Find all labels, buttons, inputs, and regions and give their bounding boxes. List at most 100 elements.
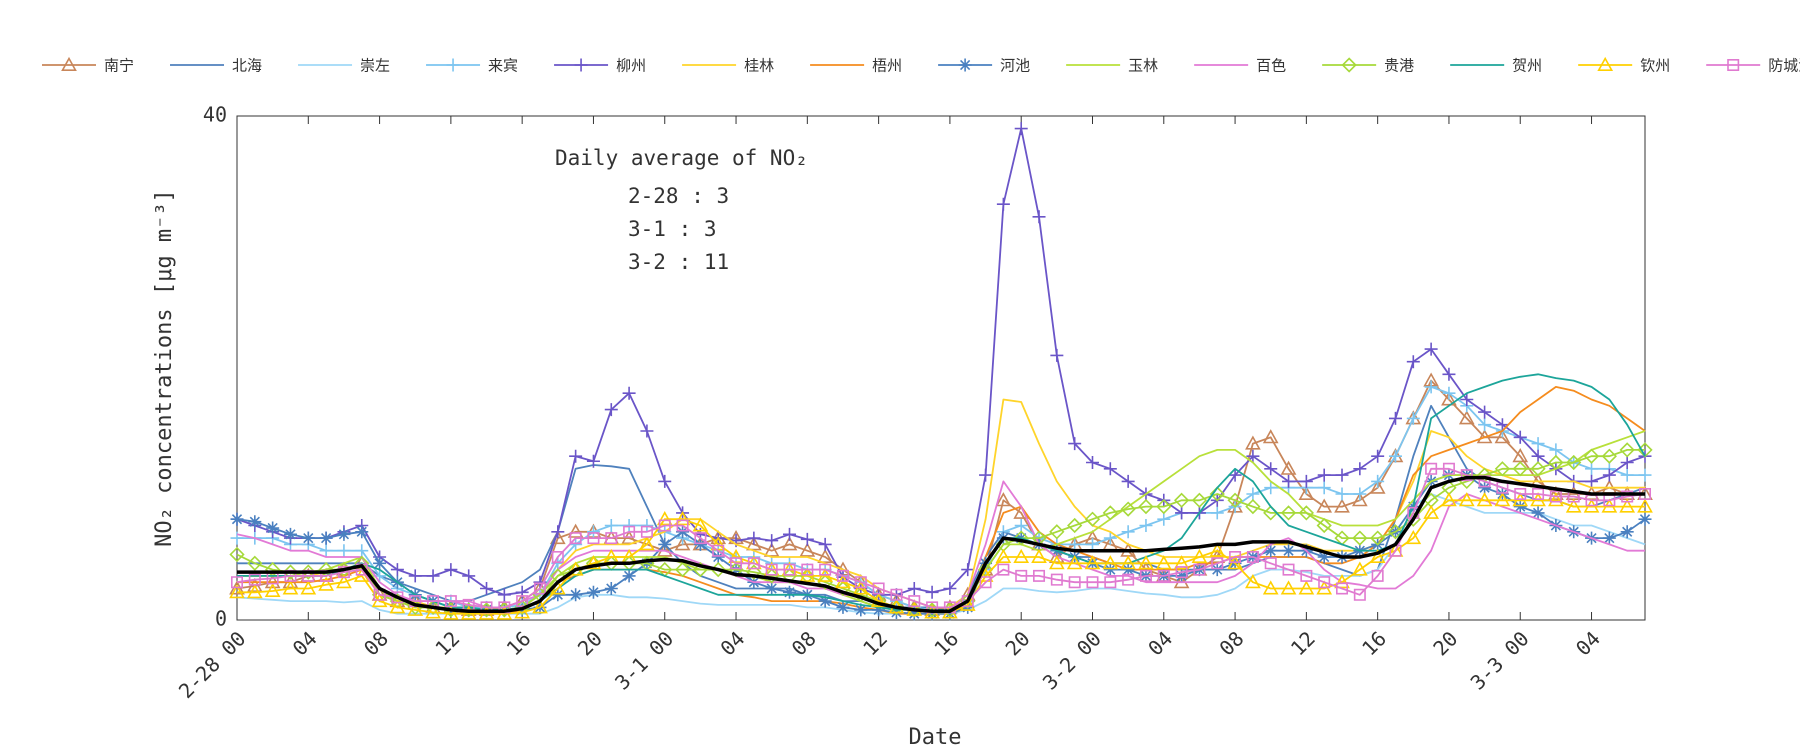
- data-marker: [979, 468, 993, 482]
- data-marker: [800, 532, 814, 546]
- data-marker: [1068, 537, 1082, 551]
- data-marker: [1104, 576, 1117, 589]
- data-marker: [1068, 437, 1082, 451]
- data-marker: [783, 563, 796, 576]
- data-marker: [1335, 487, 1349, 501]
- plot-frame: [236, 115, 1646, 621]
- data-marker: [763, 542, 780, 557]
- data-marker: [746, 564, 762, 580]
- data-marker: [783, 527, 797, 541]
- data-marker: [336, 574, 352, 589]
- data-marker: [1353, 487, 1367, 501]
- data-marker: [532, 599, 548, 614]
- data-marker: [1264, 462, 1278, 476]
- data-marker: [674, 536, 691, 551]
- data-marker: [1530, 461, 1546, 477]
- data-marker: [585, 555, 602, 570]
- data-marker: [1370, 530, 1386, 546]
- data-marker: [1317, 481, 1331, 495]
- data-marker: [1280, 505, 1297, 521]
- data-marker: [1638, 468, 1652, 482]
- data-marker: [1014, 122, 1028, 136]
- data-marker: [747, 531, 761, 545]
- x-tick-label: 20: [573, 626, 607, 660]
- data-marker: [1317, 468, 1331, 482]
- data-marker: [1031, 548, 1047, 563]
- data-marker: [1389, 544, 1402, 557]
- data-marker: [1602, 531, 1616, 545]
- data-marker: [1369, 548, 1386, 563]
- data-marker: [1280, 460, 1297, 475]
- data-marker: [1442, 462, 1455, 475]
- data-marker: [1103, 563, 1117, 577]
- legend-label: 来宾: [488, 57, 518, 75]
- legend-item: 桂林: [682, 57, 774, 75]
- data-marker: [996, 197, 1010, 211]
- legend-item: 河池: [938, 57, 1030, 75]
- data-marker: [1175, 506, 1189, 520]
- x-tick-label: 16: [929, 626, 963, 660]
- data-marker: [1264, 544, 1278, 558]
- data-marker: [1602, 468, 1616, 482]
- data-marker: [1246, 551, 1259, 563]
- data-marker: [1406, 355, 1420, 369]
- x-tick-label: 3-2 00: [1038, 626, 1106, 694]
- data-marker: [407, 601, 424, 616]
- data-marker: [319, 544, 333, 558]
- data-marker: [1371, 569, 1384, 582]
- x-tick-label: 12: [430, 626, 464, 660]
- data-marker: [907, 607, 921, 621]
- data-marker: [1048, 555, 1065, 570]
- data-marker: [1209, 542, 1226, 557]
- legend-label: 河池: [1000, 57, 1030, 75]
- x-tick-label: 2-28 00: [174, 626, 251, 703]
- data-marker: [908, 595, 921, 608]
- x-tick-label: 08: [787, 626, 821, 660]
- data-marker: [1494, 492, 1511, 507]
- legend-item: 南宁: [42, 57, 134, 75]
- data-marker: [1085, 537, 1099, 551]
- data-marker: [1336, 582, 1349, 595]
- data-marker: [1300, 569, 1313, 582]
- data-marker: [1210, 563, 1224, 577]
- legend-label: 桂林: [744, 57, 774, 75]
- data-marker: [640, 525, 653, 538]
- data-marker: [1032, 210, 1046, 224]
- data-marker: [1601, 448, 1617, 464]
- data-marker: [746, 536, 762, 551]
- data-marker: [1442, 367, 1456, 381]
- data-marker: [710, 536, 727, 551]
- data-marker: [1245, 435, 1261, 450]
- data-marker: [427, 595, 440, 608]
- data-marker: [1548, 454, 1564, 471]
- data-marker: [498, 601, 511, 614]
- legend-item: 贺州: [1450, 57, 1542, 75]
- data-marker: [1406, 411, 1420, 425]
- data-marker: [1334, 498, 1350, 513]
- data-marker: [462, 569, 476, 583]
- data-marker: [1316, 517, 1332, 534]
- data-marker: [622, 569, 636, 583]
- legend-marker: [1727, 59, 1740, 71]
- data-marker: [247, 555, 263, 571]
- data-marker: [1262, 429, 1279, 444]
- data-marker: [1637, 498, 1653, 513]
- data-marker: [604, 582, 618, 595]
- data-marker: [765, 582, 779, 595]
- data-marker: [1084, 511, 1101, 527]
- data-marker: [1619, 442, 1635, 458]
- data-marker: [943, 582, 957, 595]
- data-marker: [979, 576, 992, 589]
- data-marker: [1067, 517, 1083, 534]
- data-marker: [1103, 531, 1117, 545]
- data-marker: [1478, 481, 1492, 495]
- data-marker: [1620, 525, 1634, 539]
- data-marker: [977, 567, 994, 582]
- data-marker: [551, 588, 565, 602]
- data-marker: [1173, 555, 1190, 570]
- legend-label: 柳州: [616, 57, 646, 75]
- legend-item: 防城港: [1706, 57, 1800, 75]
- data-marker: [1050, 573, 1063, 586]
- x-tick-label: 04: [715, 626, 749, 660]
- data-marker: [1228, 468, 1242, 482]
